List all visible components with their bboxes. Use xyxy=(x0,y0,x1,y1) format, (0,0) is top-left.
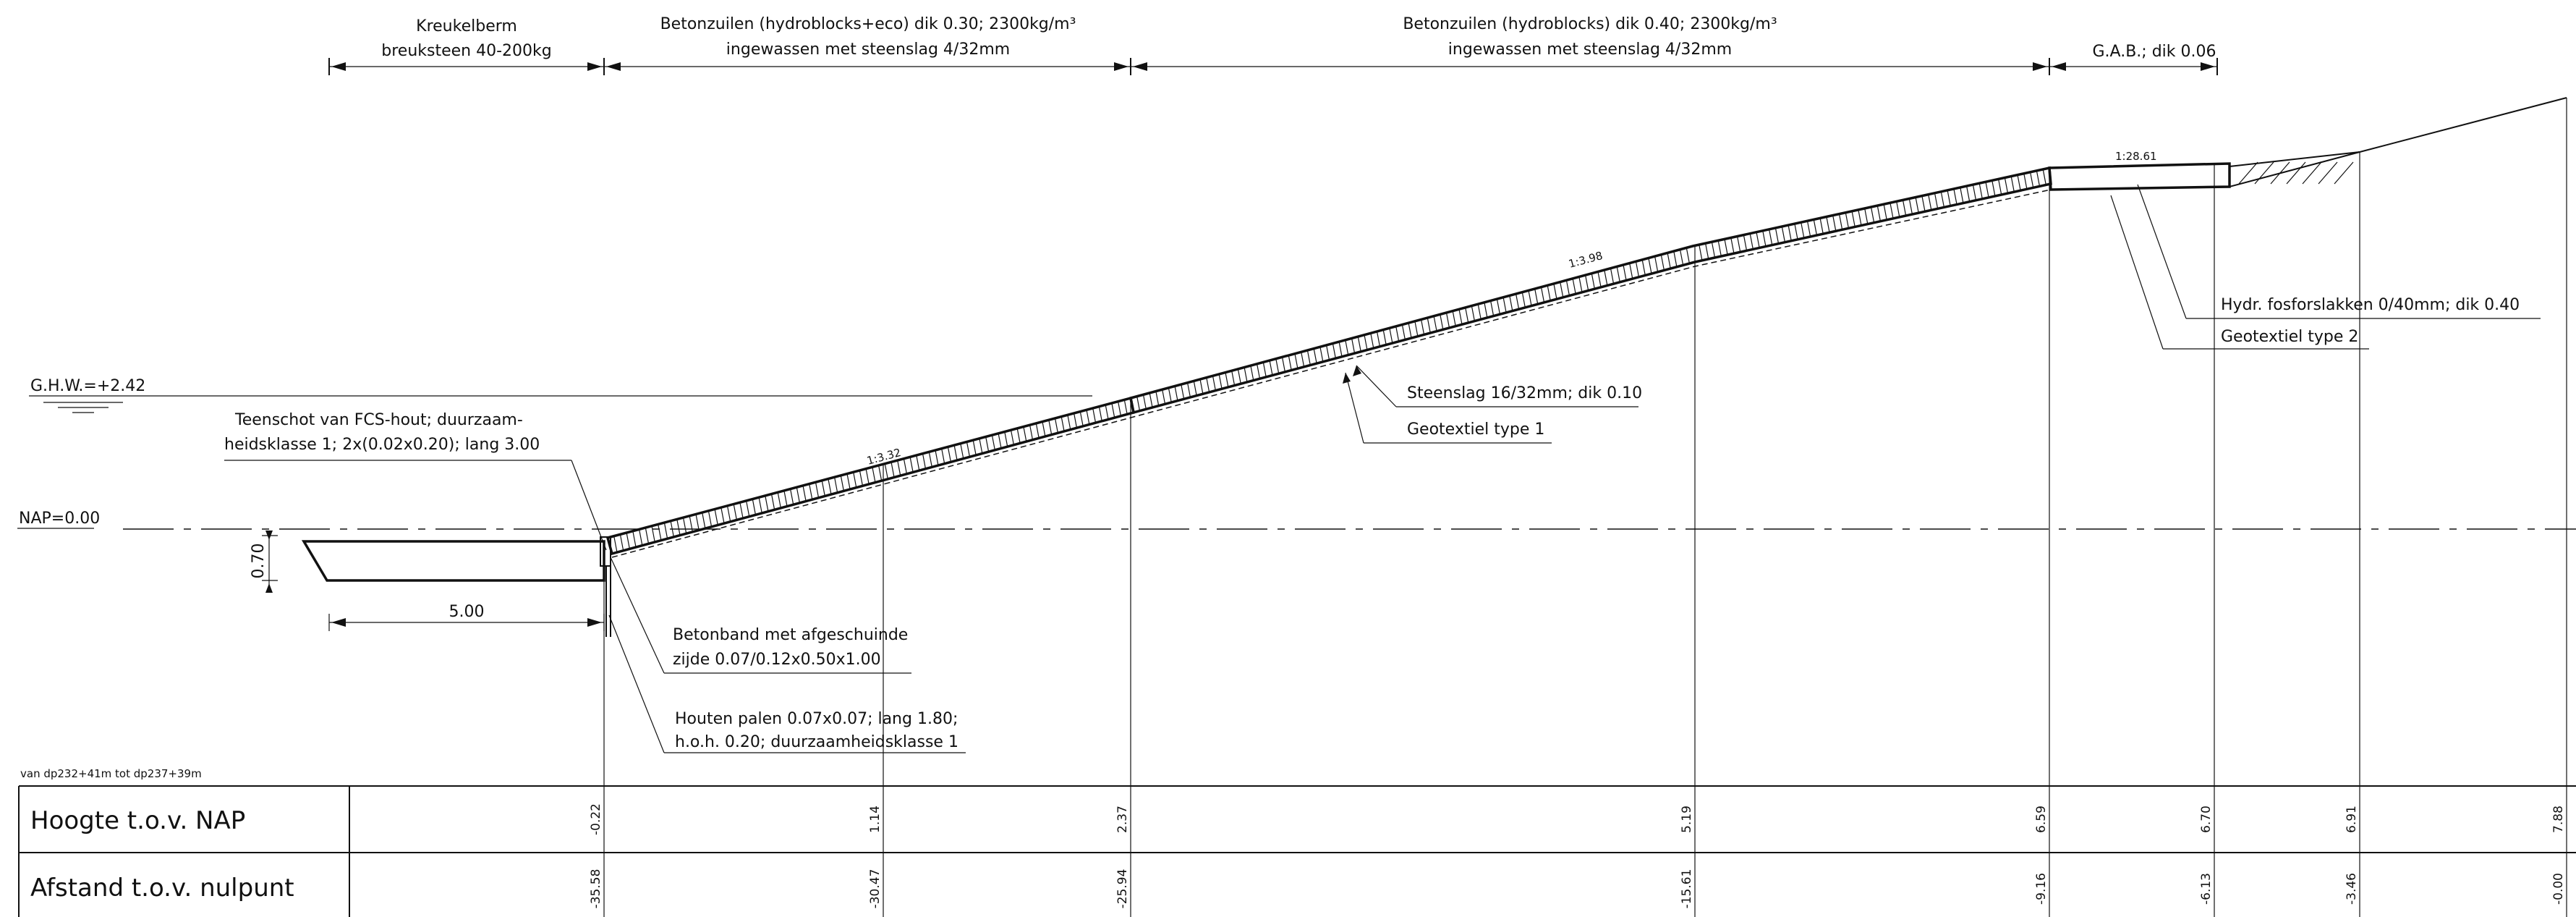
nap-level xyxy=(17,528,2576,530)
distance-value: -30.47 xyxy=(868,869,883,909)
kreukelberm-material: breuksteen 40-200kg xyxy=(381,42,551,60)
palen-callout-line2: h.o.h. 0.20; duurzaamheidsklasse 1 xyxy=(675,733,958,751)
distance-values: -35.58 -30.47 -25.94 -15.61 -9.16 -6.13 -3.46 -… xyxy=(589,869,2566,909)
distance-value: -3.46 xyxy=(2345,873,2359,905)
distance-value: -9.16 xyxy=(2034,873,2049,905)
revetment xyxy=(605,97,2567,558)
distance-value: -35.58 xyxy=(589,869,603,909)
zone2-material: Betonzuilen (hydroblocks+eco) dik 0.30; … xyxy=(660,15,1076,33)
toe-structure xyxy=(600,536,611,637)
range-label: van dp232+41m tot dp237+39m xyxy=(20,767,202,780)
berm-width-label: 5.00 xyxy=(449,603,485,621)
gab-label: G.A.B.; dik 0.06 xyxy=(2093,43,2216,61)
height-value: 5.19 xyxy=(1680,806,1694,833)
distance-value: -15.61 xyxy=(1680,869,1694,909)
betonband-callout-line2: zijde 0.07/0.12x0.50x1.00 xyxy=(673,651,881,669)
ghw-level xyxy=(29,395,1092,413)
fosforslakken-callout: Hydr. fosforslakken 0/40mm; dik 0.40 xyxy=(2221,296,2520,314)
table-row-distance-label: Afstand t.o.v. nulpunt xyxy=(30,874,294,903)
zone2-fill: ingewassen met steenslag 4/32mm xyxy=(726,41,1010,59)
berm-thickness-dimension xyxy=(262,531,278,593)
height-value: 6.59 xyxy=(2034,806,2049,833)
berm-thickness-label: 0.70 xyxy=(250,544,268,579)
height-value: 2.37 xyxy=(1115,806,1130,833)
nap-label: NAP=0.00 xyxy=(19,510,100,528)
teenschot-callout-line1: Teenschot van FCS-hout; duurzaam- xyxy=(234,411,523,429)
kreukelberm-title: Kreukelberm xyxy=(416,17,517,35)
steenslag-callout: Steenslag 16/32mm; dik 0.10 xyxy=(1407,384,1642,402)
distance-value: -25.94 xyxy=(1115,869,1130,909)
slope-label-upper: 1:3.98 xyxy=(1567,249,1604,271)
height-value: 6.70 xyxy=(2199,806,2214,833)
height-value: 7.88 xyxy=(2551,806,2566,833)
ghw-label: G.H.W.=+2.42 xyxy=(30,377,145,395)
table-row-height-label: Hoogte t.o.v. NAP xyxy=(30,806,245,835)
zone3-material: Betonzuilen (hydroblocks) dik 0.40; 2300… xyxy=(1403,15,1777,33)
height-value: -0.22 xyxy=(589,803,603,835)
profile-table xyxy=(18,785,2576,917)
height-value: 6.91 xyxy=(2345,806,2359,833)
profile-lines xyxy=(603,98,2567,917)
betonband-callout-line1: Betonband met afgeschuinde xyxy=(673,626,908,644)
distance-value: -6.13 xyxy=(2199,873,2214,905)
zone3-fill: ingewassen met steenslag 4/32mm xyxy=(1448,41,1732,59)
kreukelberm-rubble xyxy=(301,540,605,582)
geotextiel1-callout: Geotextiel type 1 xyxy=(1407,421,1544,439)
height-value: 1.14 xyxy=(868,806,883,833)
top-dimension-line xyxy=(328,58,2218,75)
callout-leaders xyxy=(224,184,2541,753)
palen-callout-line1: Houten palen 0.07x0.07; lang 1.80; xyxy=(675,710,958,728)
height-values: -0.22 1.14 2.37 5.19 6.59 6.70 6.91 7.88 xyxy=(589,803,2566,835)
distance-value: -0.00 xyxy=(2551,873,2566,905)
slope-label-crest: 1:28.61 xyxy=(2115,150,2157,163)
geotextiel2-callout: Geotextiel type 2 xyxy=(2221,328,2358,346)
teenschot-callout-line2: heidsklasse 1; 2x(0.02x0.20); lang 3.00 xyxy=(224,436,540,454)
